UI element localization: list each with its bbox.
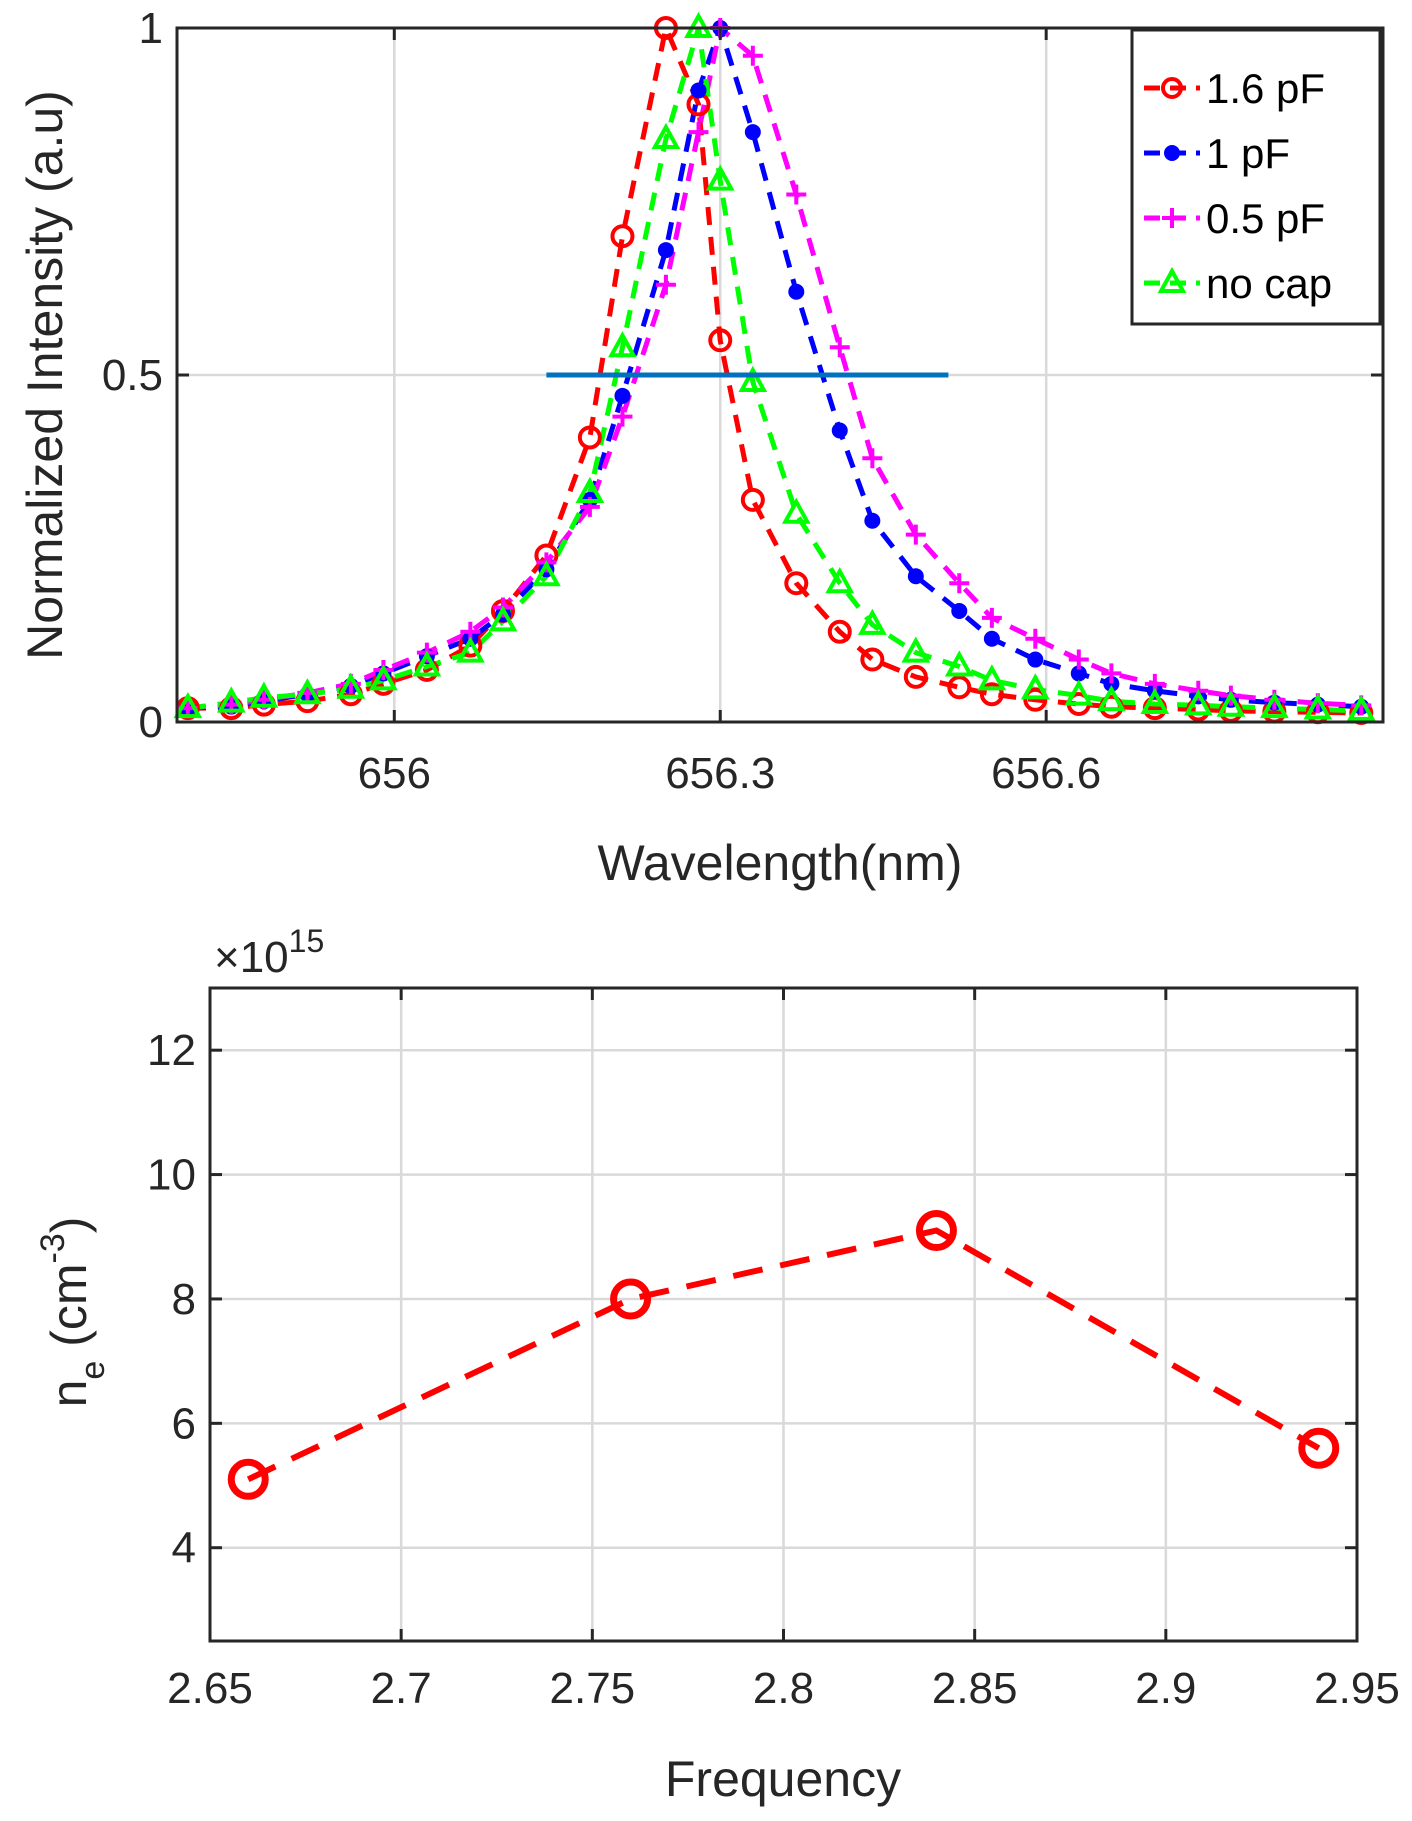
density-multiplier-base: ×10 [214,933,289,982]
density-y-label-subscript: e [74,1361,112,1380]
density-x-tick-label: 2.65 [167,1664,253,1713]
spectrum-y-axis-label: Normalized Intensity (a.u) [17,90,73,660]
density-x-tick-label: 2.95 [1314,1664,1400,1713]
spectrum-x-tick-label: 656.6 [991,749,1101,798]
legend-label-no-cap: no cap [1206,260,1332,307]
spectrum-x-tick-label: 656 [358,749,431,798]
legend-label-1-6pf: 1.6 pF [1206,65,1325,112]
spectrum-data-point-1-pf [832,423,848,439]
density-y-label-close: ) [41,1217,97,1234]
density-y-tick-label: 10 [147,1151,196,1200]
density-x-tick-label: 2.75 [550,1664,636,1713]
legend-label-0-5pf: 0.5 pF [1206,195,1325,242]
density-y-tick-label: 8 [172,1275,196,1324]
density-x-tick-label: 2.85 [932,1664,1018,1713]
spectrum-data-point-1-pf [788,284,804,300]
legend-marker-1pf [1164,145,1180,161]
spectrum-data-point-1-pf [908,568,924,584]
spectrum-data-point-1-pf [691,82,707,98]
density-x-tick-label: 2.9 [1135,1664,1196,1713]
density-multiplier-exponent: 15 [289,923,325,959]
spectrum-y-tick-label: 1 [139,4,163,53]
density-x-axis-label: Frequency [665,1751,901,1807]
spectrum-data-point-1-pf [864,513,880,529]
legend-label-1pf: 1 pF [1206,130,1290,177]
spectrum-y-tick-label: 0.5 [102,351,163,400]
spectrum-data-point-1-pf [614,388,630,404]
figure: 656 656.3 656.6 0 0.5 1 Wavelength(nm) Normal… [0,0,1412,1821]
density-y-label-exponent: -3 [34,1233,72,1263]
density-y-tick-label: 12 [147,1026,196,1075]
spectrum-x-axis-label: Wavelength(nm) [598,835,963,891]
density-y-label-unit: (cm [41,1263,97,1360]
density-x-tick-label: 2.7 [371,1664,432,1713]
spectrum-data-point-1-pf [1027,652,1043,668]
density-x-tick-label: 2.8 [753,1664,814,1713]
spectrum-data-point-1-pf [984,631,1000,647]
spectrum-data-point-1-pf [658,242,674,258]
spectrum-y-tick-label: 0 [139,698,163,747]
spectrum-x-tick-label: 656.3 [665,749,775,798]
spectrum-data-point-1-pf [745,124,761,140]
density-y-tick-label: 6 [172,1399,196,1448]
density-y-label-symbol: n [41,1380,97,1408]
spectrum-data-point-1-pf [951,603,967,619]
spectrum-legend: 1.6 pF 1 pF 0.5 pF no cap [1132,30,1380,324]
density-y-tick-label: 4 [172,1524,196,1573]
